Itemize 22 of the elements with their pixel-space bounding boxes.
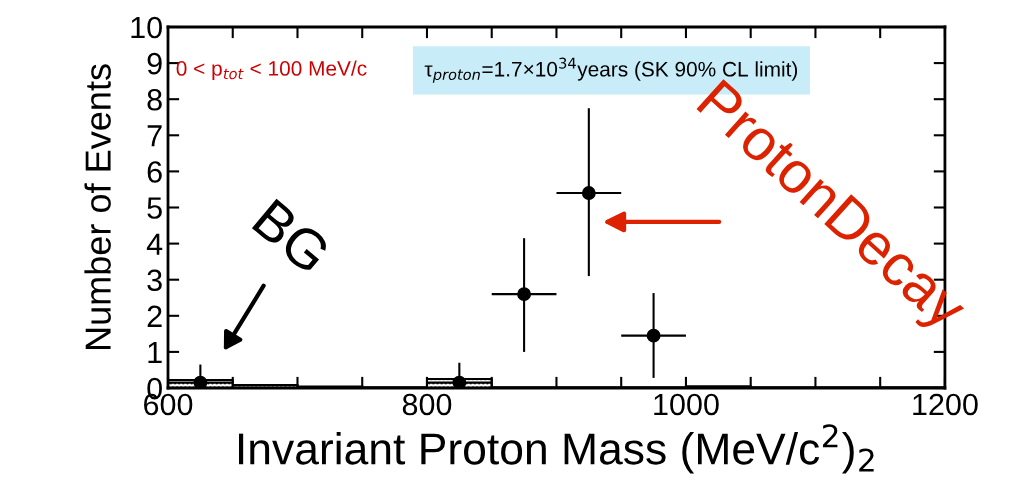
y-tick-label: 4 [146,233,163,255]
point [581,186,596,201]
y-tick-label: 2 [147,305,162,327]
y-tick-label: 3 [147,269,162,292]
x-tick-label: 1000 [654,393,719,416]
y-tick-label: 10 [131,16,162,39]
x-tick-label: 1200 [913,393,978,416]
x-axis-title: Invariant Proton Mass (MeV/c$^{2}$)$_{2}$ [239,424,874,474]
point [193,375,208,389]
y-tick-label: 7 [147,125,162,147]
annotation: BG [251,198,332,275]
annotation: 0 < p$_{tot}$ < 100 MeV/c [176,60,367,80]
y-tick-label: 1 [148,341,162,363]
point [452,375,467,389]
x-tick-label: 800 [402,393,452,416]
y-tick-label: 5 [147,197,162,219]
y-tick-label: 8 [147,88,162,111]
y-axis-title: Number of Events [84,64,111,350]
point [646,328,661,343]
y-tick-label: 9 [147,52,162,75]
point [517,287,532,302]
y-tick-label: 6 [147,161,162,183]
